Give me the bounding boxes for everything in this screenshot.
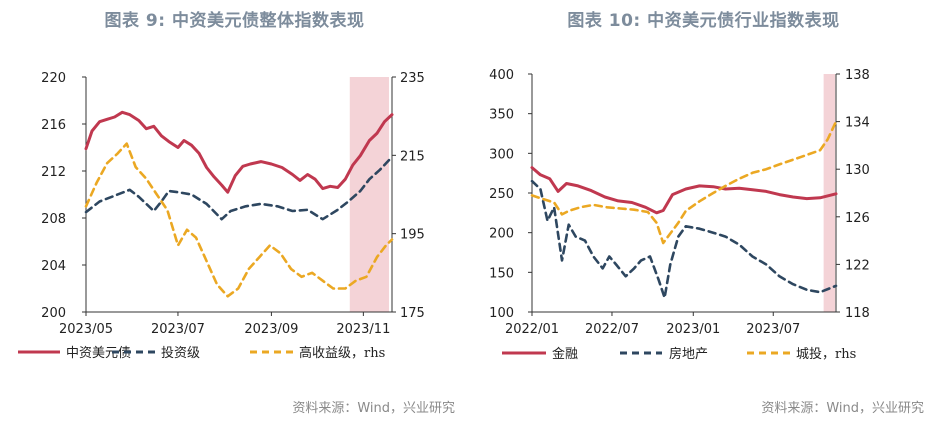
left-tick-label: 400 xyxy=(489,68,514,83)
left-tick-label: 150 xyxy=(489,266,514,281)
left-tick-label: 216 xyxy=(41,118,66,133)
right-tick-label: 118 xyxy=(845,306,870,321)
left-tick-label: 350 xyxy=(489,108,514,123)
legend-label-1: 投资级 xyxy=(161,345,200,361)
left-tick-label: 200 xyxy=(41,306,66,321)
x-tick-label: 2023/07 xyxy=(151,322,205,337)
right-tick-label: 138 xyxy=(845,68,870,83)
chart-source-1: 资料来源：Wind，兴业研究 xyxy=(292,401,455,416)
legend-label-2: 高收益级，rhs xyxy=(299,345,385,361)
series-line-2 xyxy=(530,120,838,245)
x-tick-label: 2023/05 xyxy=(59,322,113,337)
left-tick-label: 100 xyxy=(489,306,514,321)
chart-title-1: 图表 9: 中资美元债整体指数表现 xyxy=(104,11,365,31)
left-tick-label: 250 xyxy=(489,187,514,202)
left-tick-label: 220 xyxy=(41,71,66,86)
x-tick-label: 2022/07 xyxy=(585,322,639,337)
right-tick-label: 130 xyxy=(845,163,870,178)
legend-label-2: 城投，rhs xyxy=(796,346,856,362)
x-tick-label: 2023/01 xyxy=(666,322,720,337)
series-line-0 xyxy=(530,166,838,215)
left-tick-label: 204 xyxy=(41,259,66,274)
left-tick-label: 200 xyxy=(489,227,514,242)
right-tick-label: 134 xyxy=(845,116,870,131)
x-tick-label: 2023/09 xyxy=(244,322,298,337)
right-tick-label: 126 xyxy=(845,211,870,226)
right-tick-label: 215 xyxy=(400,149,425,164)
x-tick-label: 2022/01 xyxy=(505,322,559,337)
left-tick-label: 300 xyxy=(489,147,514,162)
chart-2-svg: 100 150 200 250 300 350 400 118 122 126 130 134 138 2… xyxy=(489,68,870,362)
chart-title-2: 图表 10: 中资美元债行业指数表现 xyxy=(567,11,840,31)
series-line-2 xyxy=(84,142,394,298)
series-line-1 xyxy=(530,179,838,300)
chart-1-svg: 200 204 208 212 216 220 175 195 215 235 2023/05 202… xyxy=(18,71,425,361)
left-tick-label: 212 xyxy=(41,165,66,180)
right-tick-label: 195 xyxy=(400,228,425,243)
legend-label-0: 中资美元债 xyxy=(66,346,131,361)
chart-panel-1: 图表 9: 中资美元债整体指数表现 200 204 208 212 216 220 175 1… xyxy=(18,11,455,416)
series-line-0 xyxy=(84,110,394,194)
chart-source-2: 资料来源：Wind，兴业研究 xyxy=(761,401,924,416)
legend-label-0: 金融 xyxy=(552,346,578,362)
right-tick-label: 122 xyxy=(845,258,870,273)
shaded-region xyxy=(823,74,836,312)
left-tick-label: 208 xyxy=(41,212,66,227)
chart-panel-2: 图表 10: 中资美元债行业指数表现 100 150 200 250 300 350 400… xyxy=(469,0,938,421)
x-tick-label: 2023/11 xyxy=(336,322,390,337)
right-tick-label: 175 xyxy=(400,306,425,321)
right-tick-label: 235 xyxy=(400,71,425,86)
x-tick-label: 2023/07 xyxy=(746,322,800,337)
legend-label-1: 房地产 xyxy=(669,346,708,362)
series-line-1 xyxy=(84,155,394,221)
